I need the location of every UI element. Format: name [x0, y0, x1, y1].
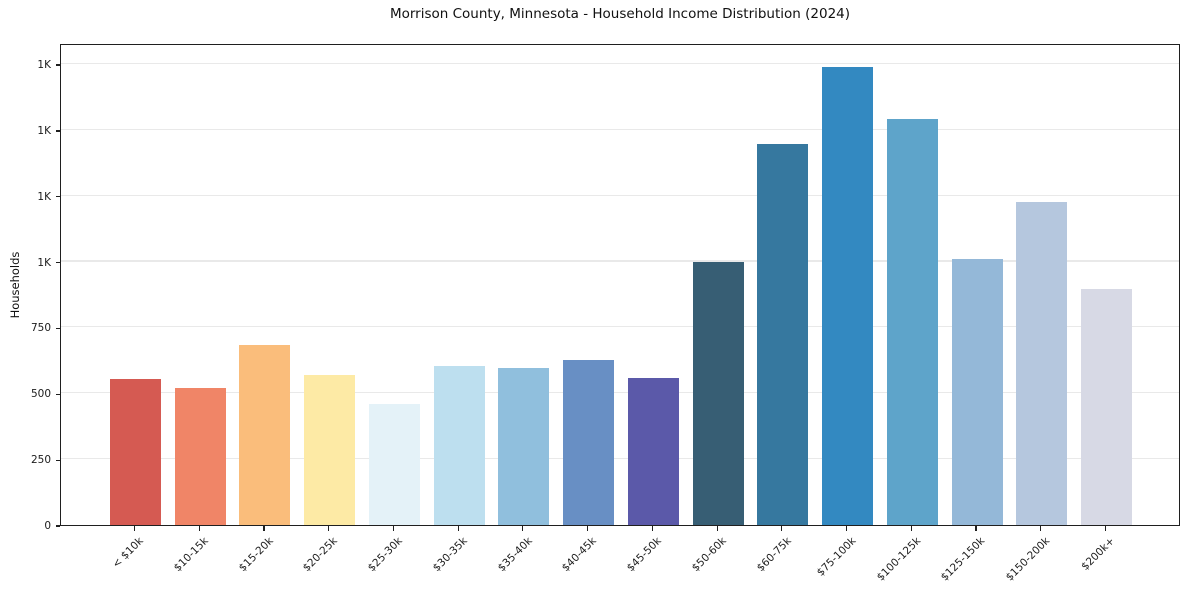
bar-12 — [822, 66, 874, 525]
x-tick-label: $125-150k — [938, 535, 988, 584]
y-tick-label: 250 — [30, 454, 51, 467]
y-tick-label: 1K — [37, 124, 51, 137]
x-tick-mark — [845, 526, 848, 531]
x-tick-label: $150-200k — [1003, 535, 1053, 584]
x-tick-mark — [1104, 526, 1107, 531]
x-tick-label: $20-25k — [301, 535, 341, 575]
x-tick-label: $15-20k — [236, 535, 276, 575]
bar-16 — [1081, 289, 1132, 525]
x-tick-mark — [457, 526, 459, 531]
x-tick-mark — [198, 526, 200, 531]
bar-11 — [757, 144, 809, 525]
x-axis: < $10k $10-15k $15-20k $20-25k $25-30k $30-35… — [60, 526, 1180, 590]
x-tick-mark — [716, 526, 718, 531]
y-tick-mark — [55, 130, 60, 132]
bar-14 — [951, 258, 1003, 525]
y-tick-mark — [55, 64, 60, 66]
x-tick-label: $25-30k — [365, 535, 405, 575]
gridline-y-250 — [61, 457, 1179, 460]
x-tick-label: $40-45k — [560, 535, 600, 575]
x-tick-mark — [392, 526, 395, 531]
x-tick-label: $10-15k — [171, 535, 211, 575]
gridline-y-500 — [61, 392, 1179, 394]
y-tick-label: 1K — [37, 190, 51, 203]
bar-10 — [692, 261, 744, 525]
x-tick-mark — [522, 526, 524, 531]
gridline-y-1000 — [61, 260, 1179, 262]
bar-1 — [110, 378, 161, 525]
x-tick-label: $100-125k — [874, 535, 923, 584]
y-axis: 0 250 500 750 1K 1K 1K 1K — [0, 44, 60, 532]
bar-5 — [368, 403, 420, 525]
y-tick-label: 500 — [30, 388, 51, 401]
bar-4 — [304, 374, 356, 525]
x-tick-mark — [133, 526, 136, 531]
y-tick-label: 0 — [44, 520, 51, 532]
x-tick-mark — [263, 526, 265, 531]
y-tick-mark — [55, 525, 60, 527]
gridline-y-1250 — [61, 194, 1179, 196]
plot-area — [60, 44, 1180, 526]
x-tick-label: $45-50k — [624, 535, 664, 575]
x-tick-mark — [910, 526, 912, 531]
bar-2 — [174, 388, 226, 525]
x-tick-label: $35-40k — [495, 535, 535, 575]
y-tick-label: 750 — [30, 322, 51, 335]
x-tick-label: $200k+ — [1079, 535, 1117, 573]
x-tick-label: $60-75k — [754, 535, 794, 575]
x-tick-mark — [587, 526, 589, 531]
y-tick-label: 1K — [37, 256, 51, 269]
x-tick-mark — [328, 526, 330, 531]
bar-13 — [886, 119, 938, 525]
bar-9 — [627, 377, 679, 525]
bar-6 — [433, 365, 485, 525]
y-tick-mark — [55, 459, 60, 461]
bar-7 — [498, 368, 550, 525]
x-tick-label: $50-60k — [689, 535, 729, 575]
x-tick-label: $75-100k — [814, 535, 859, 579]
x-tick-label: $30-35k — [430, 535, 470, 575]
y-tick-mark — [55, 262, 60, 264]
y-tick-mark — [55, 327, 60, 330]
gridline-y-1750 — [61, 62, 1179, 65]
x-tick-mark — [1040, 526, 1042, 531]
x-tick-mark — [781, 526, 783, 531]
bar-3 — [239, 344, 291, 525]
gridline-y-1500 — [61, 128, 1179, 130]
x-tick-mark — [975, 526, 977, 531]
bar-15 — [1016, 202, 1068, 525]
x-tick-mark — [651, 526, 653, 531]
chart-title: Morrison County, Minnesota - Household I… — [389, 6, 851, 22]
y-tick-label: 1K — [37, 59, 51, 72]
y-tick-mark — [55, 393, 60, 395]
x-tick-label: < $10k — [110, 535, 146, 571]
gridline-y-750 — [61, 326, 1179, 328]
y-tick-mark — [55, 196, 60, 198]
bar-8 — [563, 360, 615, 525]
